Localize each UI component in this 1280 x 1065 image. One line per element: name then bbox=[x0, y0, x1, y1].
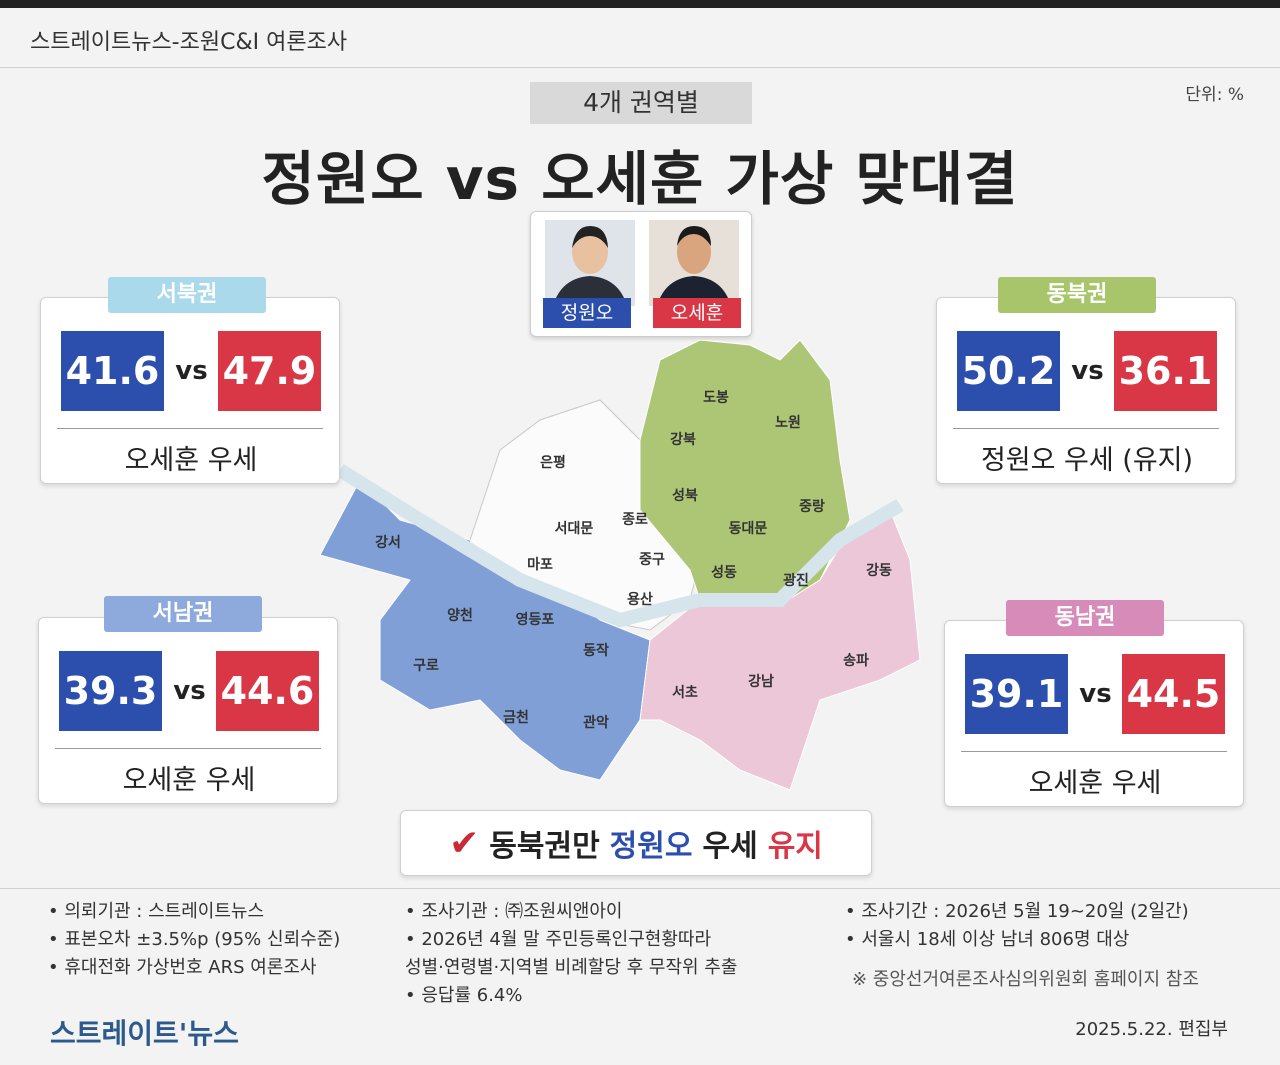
value-b: 44.5 bbox=[1122, 654, 1225, 734]
face bbox=[677, 230, 711, 274]
district-label: 강동 bbox=[866, 562, 892, 579]
footer-item: • 휴대전화 가상번호 ARS 여론조사 bbox=[48, 957, 317, 978]
district-label: 성동 bbox=[711, 565, 737, 581]
footer-item: • 서울시 18세 이상 남녀 806명 대상 bbox=[845, 929, 1130, 950]
district-label: 금천 bbox=[503, 710, 529, 726]
conclusion-text: 우세 bbox=[702, 829, 758, 864]
separator bbox=[57, 428, 323, 429]
result: 정원오 우세 (유지) bbox=[980, 445, 1194, 476]
footer-item: • 조사기간 : 2026년 5월 19~20일 (2일간) bbox=[845, 901, 1189, 922]
district-label: 강북 bbox=[670, 431, 696, 448]
region-label: 동남권 bbox=[1006, 600, 1164, 636]
district-label: 종로 bbox=[622, 512, 648, 528]
district-label: 영등포 bbox=[516, 611, 555, 628]
district-label: 동대문 bbox=[729, 521, 768, 537]
value-a: 50.2 bbox=[957, 331, 1060, 411]
district-label: 구로 bbox=[413, 658, 439, 674]
top-bar bbox=[0, 0, 1280, 8]
han-river bbox=[336, 464, 904, 628]
region-label: 서북권 bbox=[108, 277, 266, 313]
date: 2025.5.22. 편집부 bbox=[1075, 1019, 1228, 1040]
logo: 스트레이트'뉴스 bbox=[50, 1017, 239, 1050]
conclusion-text: 정원오 bbox=[609, 829, 693, 864]
district-label: 동작 bbox=[583, 642, 609, 659]
district-label: 도봉 bbox=[703, 390, 729, 406]
value-a: 39.1 bbox=[965, 654, 1068, 734]
face bbox=[572, 230, 608, 274]
district-label: 광진 bbox=[783, 572, 809, 589]
footer-item: • 조사기관 : ㈜조원씨앤아이 bbox=[405, 901, 623, 922]
candidate-photos: 정원오 오세훈 bbox=[530, 211, 752, 337]
footer-item: • 의뢰기관 : 스트레이트뉴스 bbox=[48, 901, 265, 922]
conclusion-text: 유지 bbox=[767, 829, 823, 864]
value-b: 36.1 bbox=[1114, 331, 1217, 411]
source: 스트레이트뉴스-조원C&I 여론조사 bbox=[30, 30, 348, 55]
footer-item: • 응답률 6.4% bbox=[405, 985, 523, 1006]
district-label: 성북 bbox=[672, 488, 698, 504]
conclusion: ✔ 동북권만 정원오 우세 유지 bbox=[400, 810, 872, 876]
value-a: 39.3 bbox=[59, 651, 162, 731]
footer-item: • 표본오차 ±3.5%p (95% 신뢰수준) bbox=[48, 929, 341, 950]
result: 오세훈 우세 bbox=[124, 445, 258, 476]
district-label: 양천 bbox=[447, 608, 473, 624]
value-b: 47.9 bbox=[218, 331, 321, 411]
divider bbox=[0, 888, 1280, 889]
separator bbox=[961, 751, 1227, 752]
district-label: 송파 bbox=[843, 653, 869, 669]
title: 정원오 vs 오세훈 가상 맞대결 bbox=[261, 145, 1019, 213]
vs: vs bbox=[1079, 679, 1112, 709]
vs: vs bbox=[175, 356, 208, 386]
vs: vs bbox=[173, 676, 206, 706]
footer-item: 성별·연령별·지역별 비례할당 후 무작위 추출 bbox=[405, 957, 738, 978]
district-label: 서초 bbox=[672, 685, 698, 701]
district-label: 마포 bbox=[527, 557, 553, 573]
candidate-name: 오세훈 bbox=[653, 298, 741, 328]
result: 오세훈 우세 bbox=[1028, 768, 1162, 799]
separator bbox=[953, 428, 1219, 429]
unit: 단위: % bbox=[1185, 85, 1244, 105]
district-label: 강남 bbox=[748, 673, 774, 690]
district-label: 중구 bbox=[639, 552, 665, 568]
divider bbox=[0, 67, 1280, 68]
district-label: 서대문 bbox=[555, 521, 594, 537]
check-icon: ✔ bbox=[449, 822, 480, 864]
vs: vs bbox=[1071, 356, 1104, 386]
district-label: 관악 bbox=[583, 714, 609, 731]
region-card: 41.6 vs 47.9 오세훈 우세 bbox=[40, 297, 340, 484]
hair bbox=[572, 226, 608, 248]
note: ※ 중앙선거여론조사심의위원회 홈페이지 참조 bbox=[852, 969, 1199, 990]
district-label: 중랑 bbox=[799, 499, 825, 515]
region-card: 39.3 vs 44.6 오세훈 우세 bbox=[38, 617, 338, 804]
region-label: 서남권 bbox=[104, 596, 262, 632]
hair bbox=[677, 226, 711, 246]
region-card: 39.1 vs 44.5 오세훈 우세 bbox=[944, 620, 1244, 807]
result: 오세훈 우세 bbox=[122, 765, 256, 796]
district-label: 은평 bbox=[540, 454, 566, 471]
candidate-name: 정원오 bbox=[543, 298, 631, 328]
southeast-area bbox=[639, 509, 921, 791]
footer-item: • 2026년 4월 말 주민등록인구현황따라 bbox=[405, 929, 712, 950]
value-b: 44.6 bbox=[216, 651, 319, 731]
value-a: 41.6 bbox=[61, 331, 164, 411]
district-label: 강서 bbox=[375, 534, 401, 551]
district-label: 노원 bbox=[775, 415, 801, 431]
separator bbox=[55, 748, 321, 749]
conclusion-text: 동북권만 bbox=[489, 829, 600, 864]
tag: 4개 권역별 bbox=[530, 82, 752, 124]
district-label: 용산 bbox=[627, 591, 653, 608]
region-card: 50.2 vs 36.1 정원오 우세 (유지) bbox=[936, 297, 1236, 484]
region-label: 동북권 bbox=[998, 277, 1156, 313]
northeast-area bbox=[639, 339, 851, 606]
